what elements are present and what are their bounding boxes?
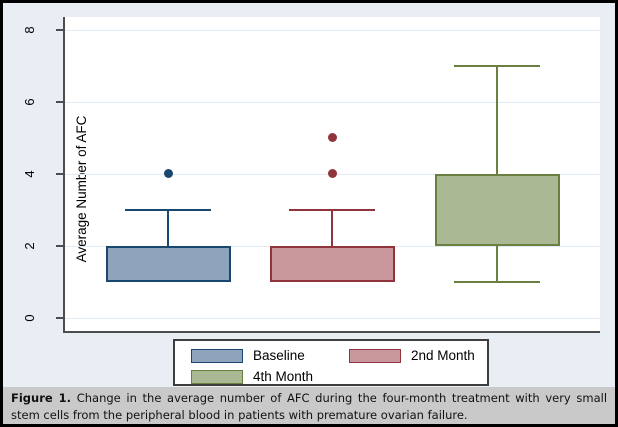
y-axis-tick — [56, 172, 63, 175]
whisker-cap-upper — [289, 209, 375, 211]
y-axis-title: Average Number of AFC — [74, 115, 89, 263]
whisker-upper — [496, 65, 498, 174]
outlier-dot — [327, 133, 337, 143]
y-axis-tick — [56, 100, 63, 103]
whisker-upper — [331, 209, 333, 246]
boxplot-box — [105, 245, 231, 282]
plot-area: Average Number of AFC 0 2 4 6 8 — [22, 17, 600, 333]
outlier-dot — [163, 169, 173, 179]
y-tick-label: 8 — [21, 26, 37, 34]
gridline — [65, 317, 600, 319]
gridline — [65, 30, 600, 31]
legend-label: 4th Month — [253, 369, 314, 384]
y-tick-label: 0 — [21, 314, 37, 322]
caption-text: Change in the average number of AFC duri… — [11, 391, 608, 422]
legend-swatch — [191, 349, 243, 363]
boxplot-box — [434, 173, 560, 246]
legend-swatch — [191, 370, 243, 384]
outlier-dot — [327, 169, 337, 179]
whisker-cap-upper — [125, 209, 211, 211]
legend: Baseline 2nd Month 4th Month — [173, 339, 489, 386]
y-tick-label: 2 — [21, 242, 37, 250]
legend-label: Baseline — [253, 348, 305, 363]
y-tick-label: 4 — [21, 170, 37, 178]
boxplot-box — [269, 245, 395, 282]
y-tick-label: 6 — [21, 98, 37, 106]
boxplot-chart: Average Number of AFC 0 2 4 6 8 Baseline 2nd … — [3, 3, 615, 387]
legend-label: 2nd Month — [411, 348, 475, 363]
y-axis-tick — [56, 316, 63, 319]
whisker-cap-upper — [454, 65, 540, 67]
gridline — [65, 101, 600, 103]
legend-swatch — [349, 349, 401, 363]
whisker-upper — [167, 209, 169, 246]
whisker-cap-lower — [454, 281, 540, 283]
whisker-lower — [496, 245, 498, 282]
figure-caption: Figure 1. Change in the average number o… — [3, 387, 615, 424]
y-axis-tick — [56, 244, 63, 247]
caption-label: Figure 1. — [11, 391, 72, 405]
y-axis-tick — [56, 29, 63, 31]
